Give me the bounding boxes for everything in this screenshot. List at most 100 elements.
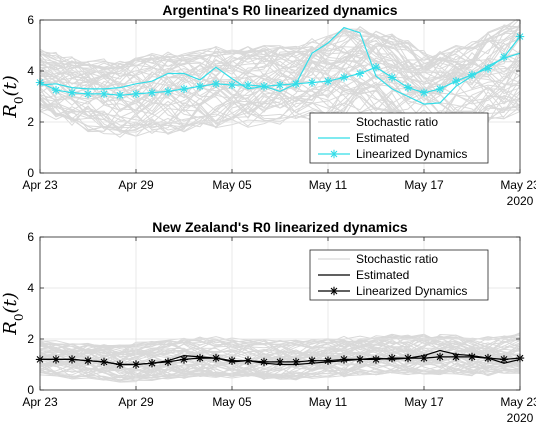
linearized-point: [435, 352, 445, 362]
linearized-point: [83, 89, 93, 99]
ticks: Apr 23 Apr 29 May 05 May 11 May 17 May 23 0 2 4 6: [22, 13, 536, 192]
stochastic-line: [40, 336, 520, 358]
x-tick-label: May 05: [212, 178, 252, 192]
y-axis-label-subscript: 0: [12, 314, 26, 322]
stochastic-line: [40, 20, 520, 92]
chart-title: New Zealand's R0 linearized dynamics: [152, 219, 408, 235]
linearized-point: [275, 357, 285, 367]
linearized-point: [483, 353, 493, 363]
linearized-point: [163, 357, 173, 367]
x-tick-label: May 05: [212, 395, 252, 409]
linearized-point: [67, 88, 77, 97]
y-axis-label-rest: (t): [0, 292, 21, 313]
linearized-point: [291, 357, 301, 367]
linearized-point: [195, 353, 205, 363]
linearized-point: [131, 360, 141, 369]
legend-label: Stochastic ratio: [356, 252, 438, 266]
legend-marker: [329, 149, 339, 159]
linearized-point: [51, 355, 61, 364]
linearized-point: [147, 359, 157, 368]
x-tick-label: May 11: [309, 178, 348, 192]
linearized-point: [307, 356, 317, 365]
linearized-point: [115, 360, 125, 369]
linearized-point: [67, 355, 77, 364]
linearized-point: [179, 355, 189, 364]
x-tick-label: May 17: [404, 395, 444, 409]
linearized-point: [307, 78, 317, 87]
y-axis-label-subscript: 0: [12, 97, 26, 105]
linearized-point: [371, 355, 381, 364]
linearized-point: [499, 52, 509, 62]
linearized-point: [51, 85, 61, 95]
linearized-point: [147, 88, 157, 97]
x-tick-label: Apr 29: [118, 395, 154, 409]
linearized-markers: [35, 32, 525, 100]
x-tick-label: May 11: [309, 395, 348, 409]
linearized-point: [99, 89, 109, 99]
linearized-point: [83, 356, 93, 365]
estimated-line: [40, 26, 520, 105]
linearized-point: [227, 356, 237, 365]
legend-label: Estimated: [356, 131, 409, 145]
linearized-point: [275, 80, 285, 90]
y-axis-label-rest: (t): [0, 75, 21, 96]
axes-box: [39, 19, 521, 174]
linearized-point: [259, 357, 269, 367]
linearized-point: [323, 356, 333, 365]
legend-label: Linearized Dynamics: [356, 147, 467, 161]
linearized-point: [403, 83, 413, 92]
linearized-point: [403, 353, 413, 363]
y-axis-label-main: R: [0, 321, 21, 336]
linearized-point: [419, 88, 429, 97]
linearized-point: [243, 356, 253, 365]
y-axis-label-main: R: [0, 104, 21, 119]
linearized-point: [163, 87, 173, 96]
legend-label: Stochastic ratio: [356, 115, 438, 129]
linearized-point: [195, 82, 205, 91]
linearized-point: [451, 77, 461, 86]
legend-marker: [329, 286, 339, 296]
stochastic-line: [40, 39, 520, 105]
linearized-point: [451, 352, 461, 362]
linearized-point: [387, 353, 397, 363]
linearized-point: [483, 64, 493, 73]
linearized-point: [115, 91, 125, 100]
linearized-point: [467, 70, 477, 79]
legend: Stochastic ratio Estimated Linearized Dyna…: [309, 249, 489, 301]
panel-2: Apr 23 Apr 29 May 05 May 11 May 17 May 23 0 2 4 6…: [0, 219, 536, 425]
x-tick-label: Apr 29: [118, 178, 154, 192]
y-axis-label: R0(t): [0, 75, 26, 118]
y-tick-label: 4: [27, 281, 34, 295]
linearized-point: [355, 69, 365, 78]
x-tick-label: May 23: [500, 395, 536, 409]
linearized-point: [227, 80, 237, 90]
x-tick-label: Apr 23: [22, 395, 58, 409]
linearized-point: [243, 80, 253, 90]
linearized-point: [435, 84, 445, 94]
linearized-point: [131, 89, 141, 99]
linearized-point: [259, 82, 269, 91]
stochastic-line: [40, 334, 520, 362]
linearized-point: [291, 79, 301, 88]
y-tick-label: 2: [27, 115, 34, 129]
linearized-point: [355, 355, 365, 364]
x-year-label: 2020: [507, 194, 534, 208]
linearized-point: [339, 355, 349, 364]
x-tick-label: Apr 23: [22, 178, 58, 192]
x-year-label: 2020: [507, 411, 534, 425]
axes-box: [39, 236, 521, 391]
linearized-point: [99, 357, 109, 367]
linearized-point: [419, 353, 429, 363]
x-tick-label: May 17: [404, 178, 444, 192]
linearized-point: [467, 352, 477, 362]
legend-label: Linearized Dynamics: [356, 284, 467, 298]
linearized-point: [339, 73, 349, 82]
y-tick-label: 6: [27, 230, 34, 244]
x-tick-label: May 23: [500, 178, 536, 192]
y-tick-label: 0: [27, 166, 34, 180]
stochastic-line: [40, 33, 520, 116]
stochastic-line: [40, 38, 520, 98]
linearized-point: [211, 353, 221, 363]
linearized-point: [323, 77, 333, 86]
